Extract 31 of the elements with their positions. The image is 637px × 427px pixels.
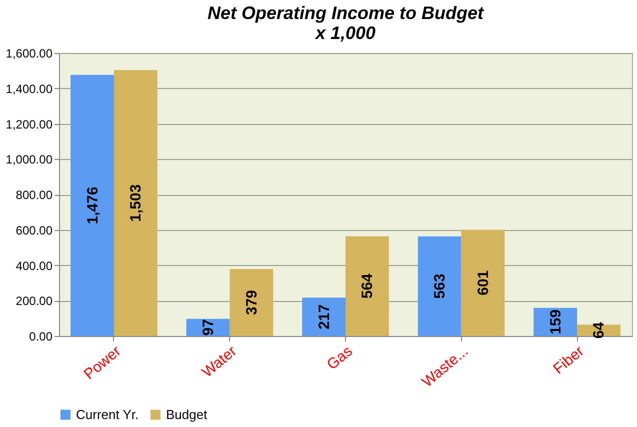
data-label: 1,503	[128, 184, 145, 222]
data-label: 159	[547, 309, 564, 334]
data-label: 64	[590, 321, 608, 339]
data-label: 601	[474, 270, 492, 296]
data-label: 217	[316, 304, 333, 330]
data-label: 563	[432, 274, 449, 299]
y-tick-label: 800.00	[16, 188, 53, 202]
data-label: 97	[200, 319, 218, 336]
y-tick-label: 400.00	[16, 258, 53, 273]
y-tick-label: 200.00	[16, 294, 53, 308]
legend-label: Current Yr.	[76, 406, 139, 422]
data-label: 564	[359, 272, 376, 299]
y-tick-label: 1,600.00	[6, 46, 53, 60]
bar	[346, 236, 389, 336]
bar	[230, 268, 274, 336]
bar	[114, 70, 158, 336]
data-label: 1,476	[84, 186, 102, 224]
y-tick-label: 0.00	[29, 330, 53, 344]
x-tick-label: Gas	[324, 342, 356, 374]
bar	[70, 74, 114, 336]
y-tick-label: 1,400.00	[6, 82, 53, 96]
text: Net Operating Income to Budget	[207, 3, 484, 23]
legend-label: Budget	[166, 406, 208, 422]
text: x 1,000	[315, 23, 376, 43]
bar	[302, 298, 346, 336]
y-tick-label: 600.00	[16, 223, 53, 238]
data-label: 379	[243, 290, 260, 315]
bar	[418, 236, 462, 336]
y-tick-label: 1,000.00	[6, 152, 53, 167]
bar	[461, 230, 505, 336]
y-tick-label: 1,200.00	[6, 117, 53, 132]
